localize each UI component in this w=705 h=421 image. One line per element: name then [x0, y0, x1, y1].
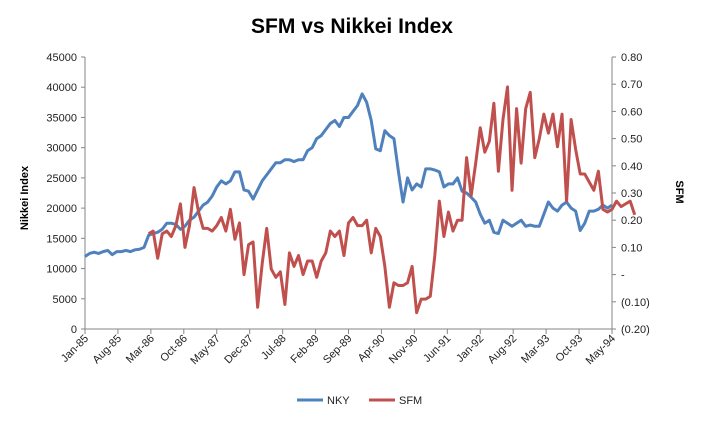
- y-tick-label: 5000: [53, 294, 77, 306]
- y2-tick-label: (0.10): [621, 297, 650, 309]
- x-tick-label: Jul-88: [259, 333, 289, 363]
- x-tick-label: Jan-85: [59, 333, 91, 365]
- y-tick-label: 30000: [46, 143, 77, 155]
- x-tick-label: Mar-86: [124, 333, 157, 366]
- y-tick-label: 0: [71, 324, 77, 336]
- y2-tick-label: 0.30: [621, 188, 642, 200]
- y2-axis-title: SFM: [673, 180, 685, 203]
- y-tick-label: 20000: [46, 203, 77, 215]
- y2-tick-label: 0.50: [621, 134, 642, 146]
- x-tick-label: Jan-92: [454, 333, 486, 365]
- y2-tick-label: 0.10: [621, 242, 642, 254]
- x-tick-label: Apr-90: [356, 333, 388, 365]
- x-tick-label: Nov-90: [387, 333, 421, 367]
- y-tick-label: 45000: [46, 52, 77, 64]
- x-tick-label: Aug-85: [90, 333, 124, 367]
- x-tick-label: May-94: [584, 333, 618, 367]
- y2-tick-label: 0.60: [621, 106, 642, 118]
- x-tick-label: Aug-92: [486, 333, 520, 367]
- y2-tick-label: (0.20): [621, 324, 650, 336]
- legend-label-sfm: SFM: [399, 395, 422, 407]
- x-tick-label: Jun-91: [421, 333, 453, 365]
- y2-tick-label: 0.20: [621, 215, 642, 227]
- series-line-sfm: [147, 85, 637, 315]
- y-tick-label: 40000: [46, 82, 77, 94]
- legend-label-nky: NKY: [327, 395, 350, 407]
- x-tick-label: Sep-89: [321, 333, 355, 367]
- chart-title: SFM vs Nikkei Index: [251, 15, 453, 38]
- y-axis-title: Nikkei Index: [19, 165, 31, 230]
- y-tick-label: 15000: [46, 233, 77, 245]
- x-tick-label: May-87: [188, 333, 222, 367]
- series-line-nky: [84, 92, 613, 258]
- y-tick-label: 25000: [46, 173, 77, 185]
- y2-tick-label: 0.40: [621, 161, 642, 173]
- legend: NKY SFM: [297, 395, 422, 407]
- x-tick-label: Oct-86: [158, 333, 190, 365]
- x-tick-label: Dec-87: [222, 333, 256, 367]
- x-tick-label: Mar-93: [519, 333, 552, 366]
- x-tick-label: Oct-93: [553, 333, 585, 365]
- y-tick-label: 35000: [46, 112, 77, 124]
- y2-tick-label: 0.70: [621, 79, 642, 91]
- y-tick-label: 10000: [46, 264, 77, 276]
- y2-tick-label: 0.80: [621, 52, 642, 64]
- x-tick-label: Feb-89: [289, 333, 322, 366]
- plot-area: [84, 85, 637, 315]
- y2-tick-label: -: [621, 270, 625, 282]
